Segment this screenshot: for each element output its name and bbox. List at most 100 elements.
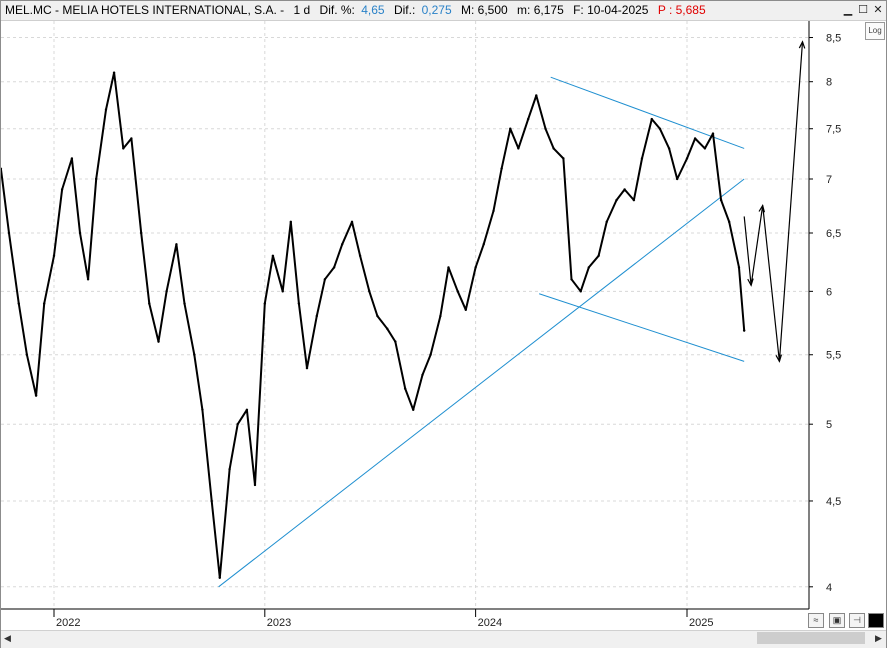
dif-pct-label: Dif. %: bbox=[319, 3, 355, 17]
price-point bbox=[1, 167, 3, 170]
save-icon[interactable]: ▣ bbox=[829, 613, 845, 628]
price-point bbox=[78, 231, 82, 235]
dif-pct-value: 4,65 bbox=[361, 3, 385, 17]
price-point bbox=[34, 394, 38, 397]
scroll-right-icon[interactable]: ▶ bbox=[875, 633, 882, 643]
price-point bbox=[464, 308, 467, 311]
projection-line bbox=[743, 41, 804, 362]
color-swatch-icon[interactable] bbox=[868, 613, 884, 628]
price-point bbox=[297, 302, 301, 305]
price-chart[interactable]: 4 4,5 5 5,5 6 6,5 7 7,5 8 8,5 2022 2023 2024 2025 bbox=[1, 21, 886, 629]
price-point bbox=[70, 157, 74, 160]
price-point bbox=[193, 353, 196, 356]
y-tick-label: 7,5 bbox=[826, 124, 841, 136]
price-label: P : 5,685 bbox=[657, 3, 706, 17]
price-point bbox=[157, 340, 160, 343]
price-point bbox=[544, 127, 547, 130]
price-point bbox=[358, 254, 362, 257]
price-point bbox=[570, 278, 573, 281]
projection-arrowhead bbox=[758, 203, 766, 213]
price-point bbox=[332, 266, 336, 269]
y-tick-label: 8,5 bbox=[826, 33, 841, 45]
price-point bbox=[711, 132, 715, 135]
trendline bbox=[218, 178, 745, 588]
price-point bbox=[42, 302, 46, 305]
y-tick-label: 5 bbox=[826, 419, 832, 431]
price-point bbox=[350, 220, 354, 224]
price-point bbox=[376, 314, 379, 318]
trendlines bbox=[218, 76, 745, 588]
price-point bbox=[742, 329, 746, 332]
price-point bbox=[562, 157, 565, 160]
price-point bbox=[236, 422, 239, 426]
price-point bbox=[667, 147, 671, 150]
price-point bbox=[60, 188, 64, 191]
maximize-icon[interactable]: ☐ bbox=[858, 3, 868, 16]
price-point bbox=[94, 177, 98, 181]
min-label: m: 6,175 bbox=[517, 3, 564, 17]
price-point bbox=[52, 254, 56, 257]
period-label: 1 d bbox=[293, 3, 311, 17]
price-point bbox=[632, 198, 636, 202]
price-point bbox=[429, 353, 432, 356]
price-point bbox=[650, 117, 653, 121]
price-point bbox=[140, 231, 143, 235]
price-point bbox=[675, 177, 679, 181]
price-point bbox=[340, 243, 344, 246]
x-tick-label: 2024 bbox=[478, 617, 502, 629]
horizontal-scrollbar[interactable] bbox=[1, 630, 886, 648]
price-point bbox=[281, 290, 284, 293]
projection-path bbox=[743, 40, 806, 363]
price-point bbox=[737, 266, 741, 269]
price-point bbox=[693, 137, 697, 140]
price-point bbox=[17, 302, 20, 305]
axes: 4 4,5 5 5,5 6 6,5 7 7,5 8 8,5 2022 2023 2024 2025 bbox=[1, 21, 841, 629]
price-point bbox=[289, 220, 292, 224]
price-point bbox=[623, 188, 626, 191]
dif-label: Dif.: bbox=[393, 3, 416, 17]
price-point bbox=[658, 127, 662, 130]
close-icon[interactable]: ✕ bbox=[873, 3, 883, 16]
price-point bbox=[323, 278, 327, 281]
symbol-label: MEL.MC - MELIA HOTELS INTERNATIONAL, S.A… bbox=[5, 3, 285, 17]
y-tick-label: 8 bbox=[826, 77, 832, 89]
price-point bbox=[579, 290, 582, 293]
scroll-left-icon[interactable]: ◀ bbox=[4, 633, 11, 643]
minimize-icon[interactable]: ▁ bbox=[843, 3, 853, 16]
price-point bbox=[175, 243, 178, 246]
price-point bbox=[218, 576, 221, 579]
price-point bbox=[315, 314, 318, 318]
chart-style-icon[interactable]: ≈ bbox=[808, 613, 824, 628]
price-point bbox=[130, 137, 133, 140]
price-point bbox=[597, 254, 600, 257]
price-series bbox=[1, 71, 746, 579]
y-tick-label: 5,5 bbox=[826, 350, 841, 362]
price-point bbox=[615, 198, 618, 202]
price-point bbox=[86, 278, 90, 281]
price-point bbox=[104, 108, 108, 111]
dif-value: 0,275 bbox=[421, 3, 452, 17]
price-point bbox=[517, 147, 520, 150]
price-point bbox=[587, 266, 591, 269]
price-line bbox=[1, 71, 746, 579]
trendline bbox=[538, 293, 745, 362]
price-point bbox=[25, 353, 29, 356]
y-tick-label: 7 bbox=[826, 174, 832, 186]
price-point bbox=[703, 147, 707, 150]
price-point bbox=[263, 302, 267, 305]
price-point bbox=[148, 302, 151, 305]
price-point bbox=[482, 243, 485, 246]
log-scale-button[interactable]: Log bbox=[865, 22, 885, 40]
y-tick-label: 6 bbox=[826, 286, 832, 298]
y-tick-label: 4 bbox=[826, 582, 832, 594]
price-point bbox=[228, 468, 231, 471]
price-point bbox=[552, 147, 555, 150]
price-point bbox=[535, 94, 538, 97]
scroll-thumb[interactable] bbox=[757, 632, 865, 644]
pin-icon[interactable]: ⊣ bbox=[849, 613, 865, 628]
price-point bbox=[456, 290, 459, 293]
price-point bbox=[386, 327, 389, 330]
price-point bbox=[403, 387, 407, 390]
price-point bbox=[605, 220, 608, 224]
